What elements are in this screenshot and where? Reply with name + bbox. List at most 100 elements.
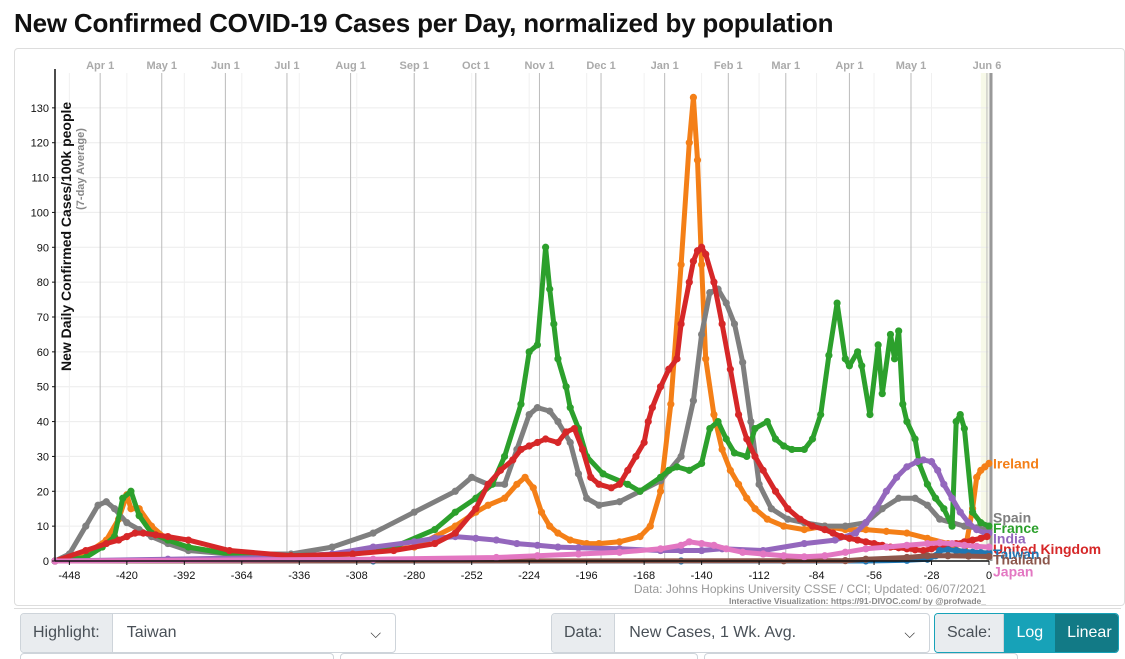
data-point-spain	[595, 501, 603, 509]
data-point-spain	[878, 505, 886, 513]
data-point-ireland	[513, 480, 521, 488]
data-point-ireland	[554, 529, 562, 537]
control-stub	[704, 653, 1018, 659]
data-point-ireland	[583, 539, 591, 548]
x-tick-label: -364	[231, 570, 253, 582]
chart-frame: Apr 1 May 1 Jun 1 Jul 1 Aug 1 Sep 1 Oct 1 Nov 1…	[14, 48, 1125, 606]
data-point-spain	[923, 501, 932, 509]
data-point-ireland	[127, 505, 135, 513]
y-tick-label: 60	[37, 347, 49, 359]
data-point-india	[677, 546, 685, 555]
data-point-india	[913, 458, 921, 466]
data-point-united-kingdom	[911, 546, 919, 554]
x-tick-label: -140	[691, 570, 713, 582]
data-point-india	[940, 480, 948, 488]
data-control: Data: New Cases, 1 Wk. Avg. ⌵	[551, 613, 930, 653]
data-point-india	[973, 526, 981, 534]
data-point-united-kingdom	[710, 278, 718, 286]
data-point-spain	[722, 299, 730, 307]
series-spain	[51, 285, 993, 565]
data-point-united-kingdom	[184, 536, 193, 544]
data-point-japan	[677, 541, 685, 549]
data-point-united-kingdom	[484, 480, 492, 488]
data-point-france	[550, 320, 558, 328]
y-tick-label: 20	[37, 486, 49, 498]
data-point-united-kingdom	[570, 424, 578, 433]
data-point-france	[890, 355, 899, 363]
y-tick-label: 80	[37, 277, 49, 289]
data-point-united-kingdom	[656, 383, 665, 391]
data-point-japan	[903, 541, 911, 549]
month-label: Dec 1	[586, 60, 615, 72]
month-label: Oct 1	[462, 60, 490, 72]
data-point-ireland	[667, 400, 675, 408]
data-point-ireland	[595, 539, 603, 548]
data-point-japan	[739, 548, 747, 556]
log-button[interactable]: Log	[1004, 614, 1056, 652]
linear-button[interactable]: Linear	[1055, 614, 1118, 652]
data-point-ireland	[734, 480, 743, 488]
data-point-ireland	[529, 484, 537, 492]
data-point-united-kingdom	[431, 539, 439, 548]
data-select[interactable]: New Cases, 1 Wk. Avg. ⌵	[615, 614, 929, 652]
data-point-japan	[656, 545, 665, 553]
series-ireland	[51, 93, 993, 565]
data-point-united-kingdom	[151, 531, 160, 539]
data-point-india	[533, 541, 541, 549]
axes: 0 10 20 30 40 50 60 70 80 90 100 110 120 130 -448 -420 -…	[31, 69, 992, 582]
month-label: Jun 6	[973, 60, 1002, 72]
control-stub	[340, 653, 698, 659]
data-point-ireland	[800, 526, 808, 534]
data-point-france	[903, 417, 911, 426]
data-point-taiwan	[952, 546, 960, 555]
data-point-india	[851, 529, 860, 537]
data-point-spain	[677, 452, 685, 461]
month-label: May 1	[146, 60, 177, 72]
data-point-ireland	[710, 411, 718, 419]
data-point-spain	[739, 358, 747, 366]
data-point-france	[845, 362, 854, 370]
data-point-india	[369, 543, 377, 551]
y-tick-label: 90	[37, 242, 49, 254]
month-label: Aug 1	[335, 60, 366, 72]
month-label: Apr 1	[835, 60, 863, 72]
data-point-spain	[468, 473, 476, 481]
data-point-france	[780, 442, 788, 450]
data-point-ireland	[689, 93, 698, 101]
data-point-france	[714, 417, 722, 426]
data-point-france	[968, 508, 977, 516]
data-point-france	[960, 424, 968, 433]
y-tick-label: 70	[37, 312, 49, 324]
data-point-spain	[451, 487, 459, 495]
data-point-united-kingdom	[821, 526, 829, 534]
data-point-united-kingdom	[509, 456, 517, 464]
data-point-ireland	[882, 527, 890, 535]
data-point-united-kingdom	[644, 417, 652, 426]
data-point-japan	[492, 553, 500, 562]
data-point-united-kingdom	[743, 435, 751, 443]
data-point-ireland	[521, 473, 529, 481]
data-point-france	[554, 355, 562, 363]
data-point-france	[977, 519, 985, 527]
highlight-select[interactable]: Taiwan ⌵	[113, 614, 395, 652]
data-point-japan	[960, 541, 968, 549]
data-point-france	[135, 512, 143, 520]
data-point-france	[451, 508, 459, 516]
data-point-france	[878, 390, 886, 398]
data-point-japan	[936, 539, 944, 547]
data-point-united-kingdom	[578, 445, 587, 454]
y-tick-label: 120	[31, 138, 49, 150]
data-point-spain	[82, 522, 90, 530]
highlight-label: Highlight:	[21, 614, 113, 652]
x-tick-label: -252	[461, 570, 483, 582]
data-point-france	[706, 424, 714, 433]
end-label-united-kingdom: United Kingdom	[993, 541, 1101, 557]
x-tick-label: -224	[518, 570, 540, 582]
data-point-united-kingdom	[808, 522, 817, 530]
data-point-france	[788, 445, 796, 454]
data-point-spain	[911, 494, 919, 502]
month-markers: Apr 1 May 1 Jun 1 Jul 1 Aug 1 Sep 1 Oct 1 Nov 1…	[86, 60, 1001, 561]
data-point-france	[956, 411, 964, 419]
y-axis-sublabel: (7-day Average)	[75, 128, 87, 210]
data-point-france	[685, 466, 693, 474]
